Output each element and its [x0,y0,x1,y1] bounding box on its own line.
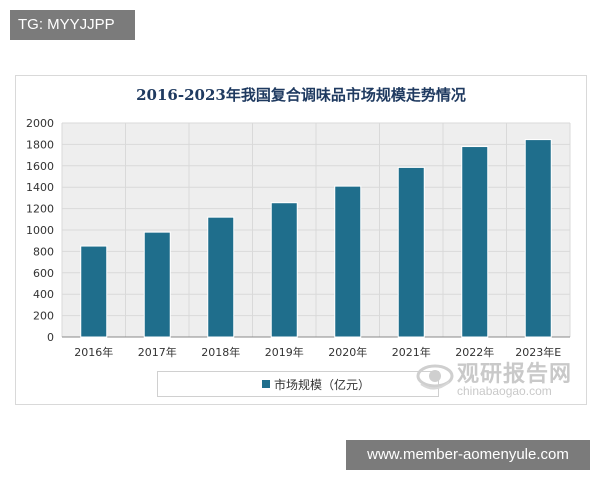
bar [143,231,171,338]
x-tick-label: 2022年 [455,345,494,359]
x-tick-label: 2017年 [138,345,177,359]
y-tick-label: 800 [33,245,54,258]
y-tick-label: 1400 [26,181,54,194]
bar [461,146,489,338]
x-tick-label: 2020年 [328,345,367,359]
legend-swatch [262,380,270,388]
watermark-tag-top: TG: MYYJJPP [10,10,135,40]
y-tick-label: 1800 [26,138,54,151]
x-tick-label: 2016年 [74,345,113,359]
eye-swirl-logo-icon [416,364,454,390]
watermark-text-en: chinabaogao.com [457,384,552,398]
chart-title: 2016-2023年我国复合调味品市场规模走势情况 [136,86,466,104]
bar [397,166,425,338]
watermark-tag-bottom: www.member-aomenyule.com [346,440,590,470]
x-tick-label: 2023年E [515,345,561,359]
bar [334,185,362,338]
y-tick-label: 0 [47,331,54,344]
legend-label: 市场规模（亿元） [274,378,371,392]
x-tick-label: 2018年 [201,345,240,359]
y-tick-label: 1000 [26,224,54,237]
bar [524,139,552,338]
y-tick-label: 2000 [26,117,54,130]
x-tick-label: 2021年 [392,345,431,359]
y-tick-label: 1600 [26,160,54,173]
y-tick-label: 600 [33,267,54,280]
watermark-text-cn: 观研报告网 [457,362,573,387]
y-tick-label: 1200 [26,203,54,216]
watermark-logo: 观研报告网 chinabaogao.com [415,354,585,402]
x-tick-label: 2019年 [265,345,304,359]
legend: 市场规模（亿元） [157,371,439,397]
y-tick-label: 400 [33,288,54,301]
bar [80,245,108,338]
y-tick-label: 200 [33,310,54,323]
bar [270,202,298,338]
bar [207,216,235,338]
